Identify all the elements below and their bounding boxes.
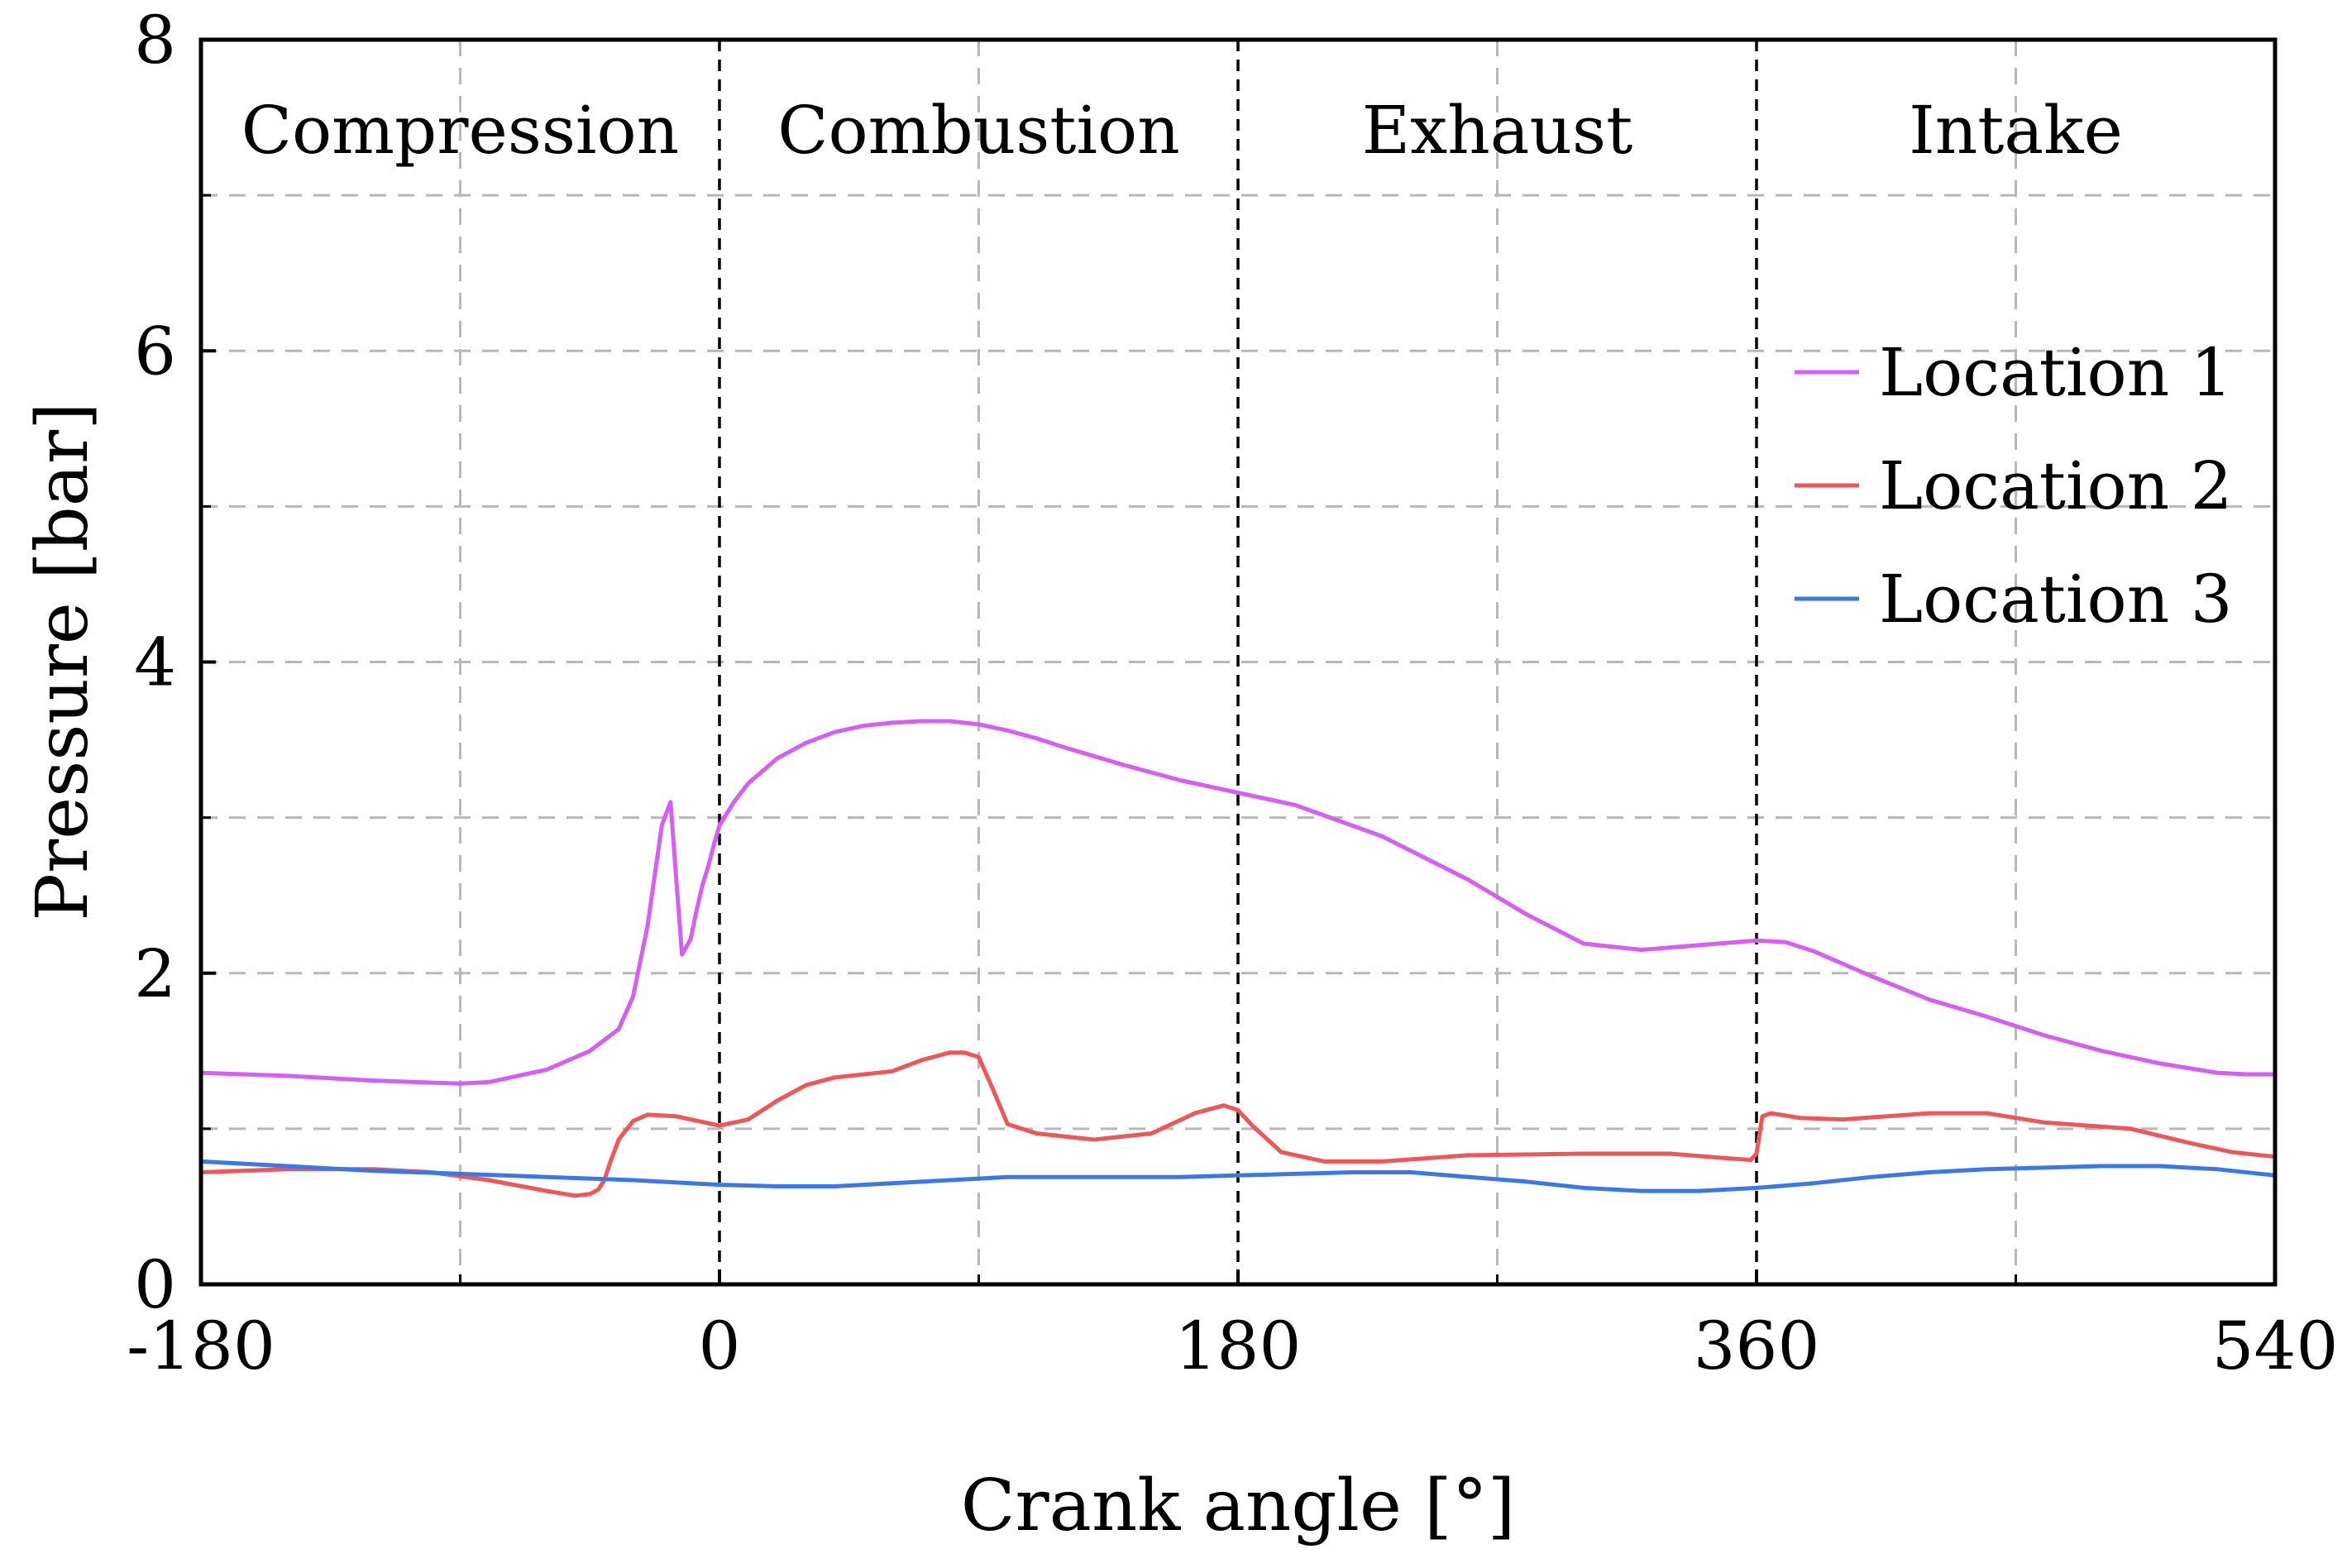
legend: Location 1 Location 2 Location 3 <box>1795 334 2233 638</box>
series-line <box>198 1159 2278 1193</box>
y-tick-label: 8 <box>134 2 176 79</box>
x-axis-title: Crank angle [°] <box>961 1465 1516 1547</box>
y-tick-label: 4 <box>134 624 176 701</box>
grid-layer <box>201 40 2275 1284</box>
legend-label: Location 1 <box>1879 334 2233 411</box>
x-tick-label: -180 <box>127 1307 275 1384</box>
series-layer <box>198 719 2278 1198</box>
y-tick-label: 2 <box>134 935 176 1012</box>
x-tick-label: 540 <box>2212 1307 2339 1384</box>
y-tick-label: 0 <box>134 1246 176 1323</box>
x-tick-label: 360 <box>1694 1307 1820 1384</box>
phase-label: Exhaust <box>1362 92 1632 169</box>
x-tick-label: 180 <box>1175 1307 1302 1384</box>
phase-label-layer: Compression Combustion Exhaust Intake <box>241 92 2123 169</box>
series-line <box>198 719 2278 1086</box>
x-tick-label: 0 <box>699 1307 741 1384</box>
phase-label: Combustion <box>777 92 1179 169</box>
legend-label: Location 2 <box>1879 447 2233 524</box>
y-tick-label: 6 <box>134 313 176 390</box>
phase-divider-layer <box>718 40 1758 1284</box>
legend-label: Location 3 <box>1879 561 2233 638</box>
phase-label: Intake <box>1909 92 2123 169</box>
y-axis-title: Pressure [bar] <box>22 402 104 920</box>
phase-label: Compression <box>241 92 679 169</box>
